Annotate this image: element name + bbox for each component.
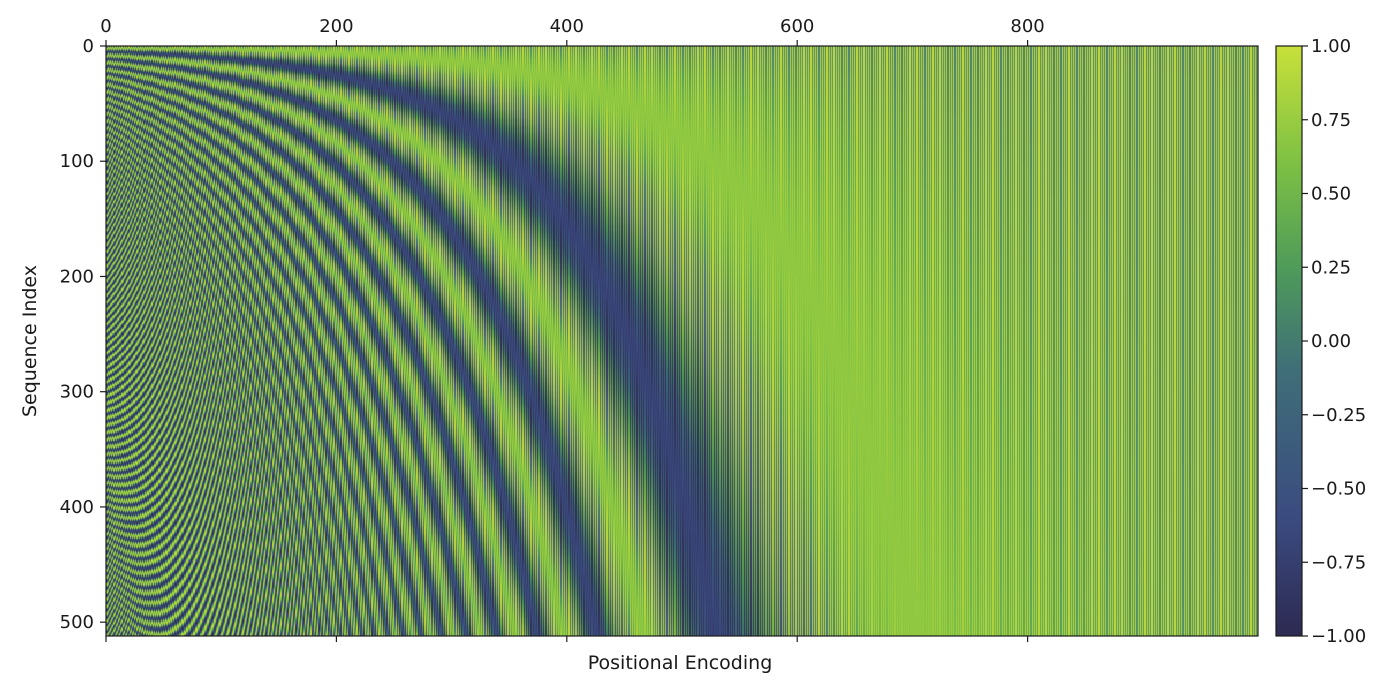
colorbar-tick-label: 0.25 bbox=[1311, 257, 1351, 278]
colorbar bbox=[1276, 46, 1302, 636]
heatmap-image bbox=[106, 46, 1258, 636]
x-axis-top: 0 200 400 600 800 bbox=[100, 16, 1045, 46]
x-tick-label: 800 bbox=[1010, 16, 1044, 37]
plot-frame bbox=[105, 45, 1259, 637]
x-axis-label: Positional Encoding bbox=[588, 652, 773, 674]
colorbar-tick-label: 1.00 bbox=[1311, 36, 1351, 57]
y-axis-label: Sequence Index bbox=[19, 265, 41, 417]
colorbar-tick-label: 0.75 bbox=[1311, 110, 1351, 131]
colorbar-axis: 1.00 0.75 0.50 0.25 0.00 −0.25 −0.50 −0.75 −1.00 bbox=[1302, 36, 1366, 647]
y-tick-label: 100 bbox=[60, 151, 94, 172]
y-tick-label: 300 bbox=[60, 382, 94, 403]
colorbar-tick-label: 0.00 bbox=[1311, 331, 1351, 352]
colorbar-tick-label: −0.25 bbox=[1311, 405, 1366, 426]
y-tick-label: 400 bbox=[60, 497, 94, 518]
x-tick-label: 200 bbox=[319, 16, 353, 37]
x-tick-label: 400 bbox=[550, 16, 584, 37]
x-tick-label: 0 bbox=[100, 16, 111, 37]
y-tick-label: 200 bbox=[60, 266, 94, 287]
colorbar-tick-label: −0.75 bbox=[1311, 552, 1366, 573]
y-tick-label: 0 bbox=[83, 36, 94, 57]
y-axis: 0 100 200 300 400 500 bbox=[60, 36, 106, 633]
colorbar-tick-label: 0.50 bbox=[1311, 184, 1351, 205]
colorbar-tick-label: −0.50 bbox=[1311, 479, 1366, 500]
colorbar-tick-label: −1.00 bbox=[1311, 626, 1366, 647]
y-tick-label: 500 bbox=[60, 612, 94, 633]
x-axis-bottom bbox=[105, 636, 1029, 642]
x-tick-label: 600 bbox=[780, 16, 814, 37]
